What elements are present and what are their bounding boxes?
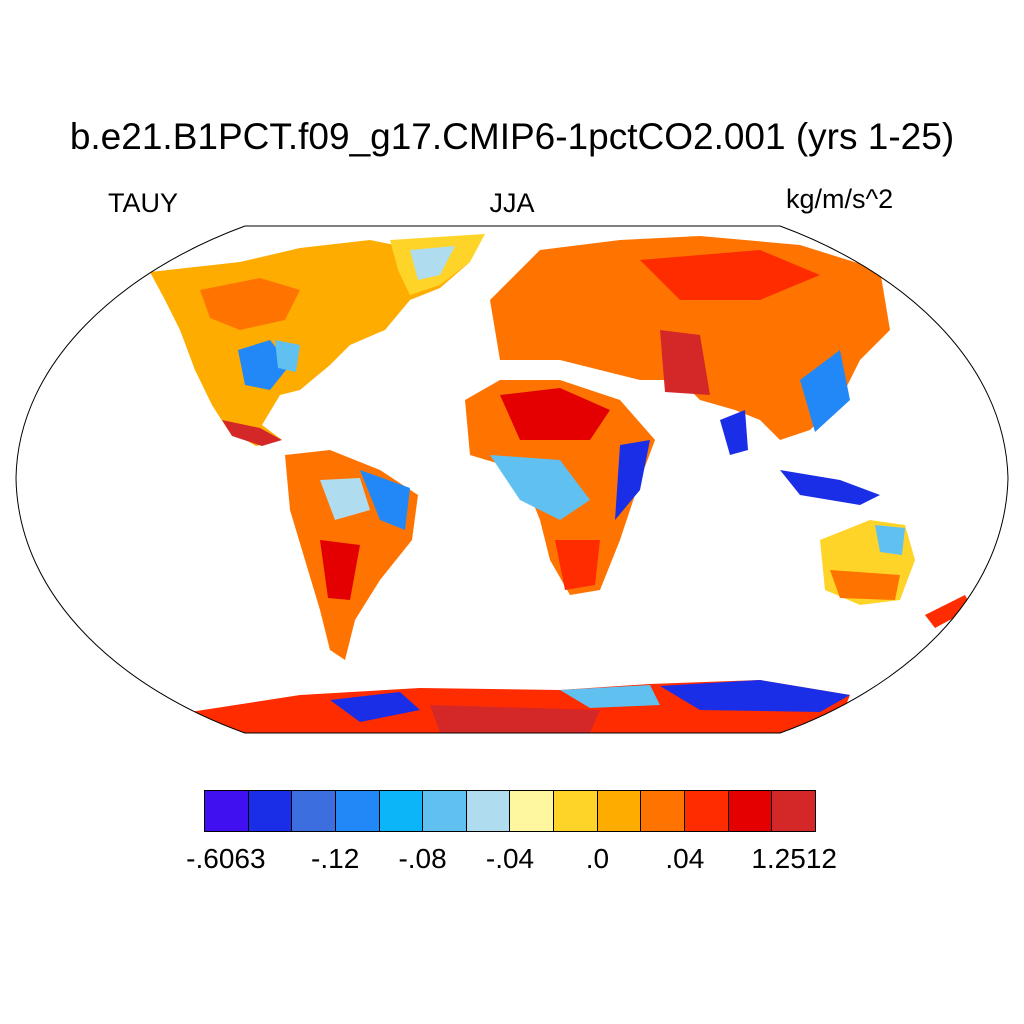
colorbar-box	[597, 791, 642, 831]
central-africa-light	[490, 455, 590, 520]
indonesia	[780, 470, 880, 505]
colorbar-box	[728, 791, 773, 831]
antarctica-light	[560, 685, 660, 708]
colorbar-box	[379, 791, 424, 831]
asia-hot	[660, 330, 710, 395]
south-america-light	[320, 478, 370, 520]
colorbar-tick-label: .0	[585, 843, 610, 874]
colorbar	[204, 790, 816, 832]
colorbar-tick-label: -.08	[398, 843, 447, 874]
map-outline	[15, 225, 1009, 734]
colorbar-box	[292, 791, 336, 831]
siberia-warm	[640, 250, 820, 300]
colorbar-box	[466, 791, 511, 831]
colorbar-box	[772, 791, 815, 831]
colorbar-box	[685, 791, 729, 831]
east-africa-blue	[615, 440, 650, 520]
colorbar-box	[510, 791, 555, 831]
sahara-hot	[500, 388, 610, 440]
colorbar-box	[248, 791, 293, 831]
colorbar-box	[205, 791, 249, 831]
colorbar-tick-label: -.6063	[186, 843, 266, 874]
colorbar-tick-label: 1.2512	[751, 843, 837, 874]
south-africa-hot	[555, 540, 600, 590]
north-america-light	[275, 340, 300, 372]
new-zealand	[925, 595, 972, 628]
south-america-cool	[360, 470, 410, 530]
central-america-hot	[222, 420, 282, 446]
antarctica-hot	[430, 705, 600, 733]
colorbar-box	[335, 791, 380, 831]
australia-south	[830, 570, 900, 600]
north-america-warm	[200, 278, 300, 330]
season-label: JJA	[489, 188, 535, 218]
colorbar-tick-label: -.12	[311, 843, 360, 874]
antarctica-blue-west	[330, 692, 420, 722]
units-label: kg/m/s^2	[786, 184, 894, 214]
south-america-hot	[320, 540, 360, 600]
colorbar-tick-label: .04	[665, 843, 705, 874]
greenland-cool	[410, 246, 455, 280]
colorbar-box	[423, 791, 467, 831]
variable-label: TAUY	[108, 188, 179, 218]
colorbar-box	[641, 791, 686, 831]
colorbar-box	[554, 791, 598, 831]
colorbar-tick-label: -.04	[485, 843, 535, 874]
australia-cool	[875, 525, 905, 555]
india-cool	[720, 410, 748, 455]
plot-title: b.e21.B1PCT.f09_g17.CMIP6-1pctCO2.001 (y…	[69, 116, 955, 157]
antarctica-blue-east	[660, 680, 850, 712]
east-asia-cool	[800, 350, 850, 432]
